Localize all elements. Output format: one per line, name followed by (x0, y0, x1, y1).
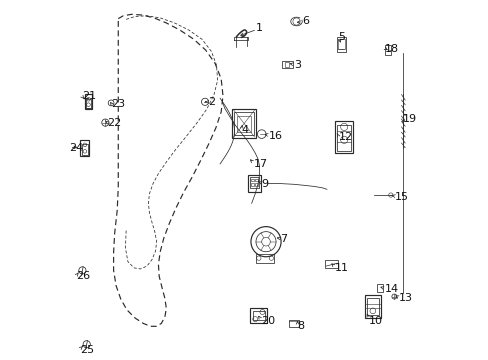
Bar (250, 179, 254, 181)
Bar (250, 183, 254, 186)
Text: 7: 7 (280, 234, 287, 244)
Text: 21: 21 (82, 91, 96, 101)
Bar (336, 37, 345, 51)
Bar (82, 144, 88, 155)
Bar (366, 298, 378, 315)
Bar (325, 260, 337, 268)
Bar (288, 320, 299, 327)
Bar (376, 284, 383, 292)
Text: 6: 6 (301, 17, 308, 27)
Text: 5: 5 (338, 32, 345, 41)
Bar (84, 94, 92, 109)
Bar (335, 121, 352, 153)
Text: 16: 16 (268, 131, 282, 141)
Bar (384, 45, 390, 55)
Text: 2: 2 (207, 97, 215, 107)
Text: 10: 10 (368, 316, 383, 325)
Text: 26: 26 (76, 271, 90, 281)
Bar (284, 62, 288, 67)
Bar (86, 99, 91, 108)
Text: 20: 20 (260, 316, 274, 325)
Text: 8: 8 (297, 321, 304, 331)
Text: 23: 23 (111, 99, 125, 109)
Text: 15: 15 (394, 192, 408, 202)
Bar (254, 179, 258, 181)
Bar (364, 294, 380, 318)
Bar (250, 309, 267, 323)
Bar (256, 254, 274, 263)
Text: 17: 17 (253, 159, 267, 169)
Bar (233, 112, 253, 135)
Bar (254, 183, 258, 186)
Text: 13: 13 (398, 293, 412, 303)
Bar (252, 311, 264, 320)
Text: 14: 14 (384, 284, 398, 294)
Text: 3: 3 (293, 60, 301, 70)
Text: 18: 18 (384, 44, 398, 54)
Bar (337, 125, 350, 150)
Bar (231, 109, 255, 138)
Text: 24: 24 (69, 143, 83, 153)
Text: 1: 1 (255, 23, 263, 33)
Text: 4: 4 (241, 125, 248, 135)
Bar (337, 40, 344, 49)
Text: 9: 9 (261, 179, 268, 189)
Text: 11: 11 (334, 263, 348, 273)
Text: 19: 19 (402, 114, 416, 124)
Text: 22: 22 (107, 118, 122, 128)
Text: 25: 25 (80, 345, 94, 355)
Bar (249, 177, 259, 188)
Bar (282, 60, 292, 68)
Bar (247, 175, 261, 192)
Text: 12: 12 (338, 132, 352, 142)
Bar (80, 140, 89, 156)
Bar (236, 116, 250, 132)
